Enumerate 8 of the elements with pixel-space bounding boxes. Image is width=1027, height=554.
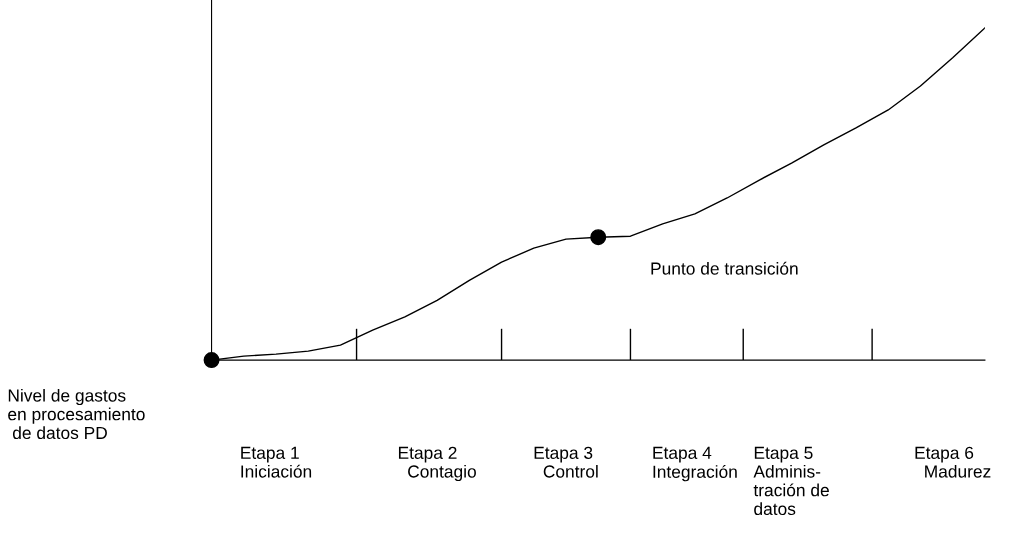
- x-tick-label: Etapa 3 Control: [534, 446, 598, 478]
- annotation: Punto de transición: [651, 261, 798, 275]
- y-axis-title: Nivel de gastos en procesamiento de datos PD: [8, 388, 145, 440]
- x-tick-label: Etapa 2 Contagio: [398, 446, 476, 482]
- x-tick-label: Etapa 4 Integración: [653, 446, 737, 482]
- x-tick-label: Etapa 6 Madurez: [915, 446, 991, 478]
- x-tick-label: Etapa 5 Adminis- tración de datos: [753, 446, 829, 516]
- x-tick-label: Etapa 1 Iniciación: [241, 446, 312, 478]
